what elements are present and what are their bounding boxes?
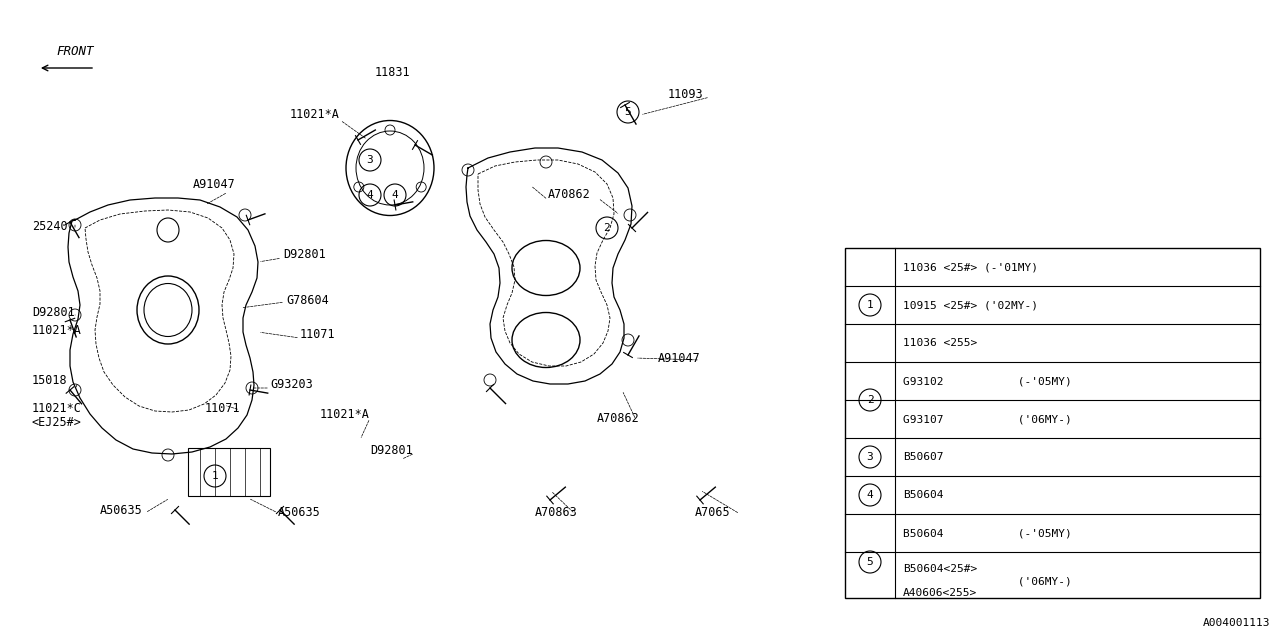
Text: 5: 5 bbox=[867, 557, 873, 567]
Text: 4: 4 bbox=[366, 190, 374, 200]
Text: 5: 5 bbox=[625, 107, 631, 117]
Text: 11021*A: 11021*A bbox=[32, 323, 82, 337]
Text: 4: 4 bbox=[867, 490, 873, 500]
Text: 11021*A: 11021*A bbox=[320, 408, 370, 422]
Text: 3: 3 bbox=[366, 155, 374, 165]
Text: B50604<25#>
                 ('06MY-)
A40606<255>: B50604<25#> ('06MY-) A40606<255> bbox=[902, 564, 1071, 598]
Text: G93203: G93203 bbox=[270, 378, 312, 392]
Text: 4: 4 bbox=[392, 190, 398, 200]
Text: 25240: 25240 bbox=[32, 221, 68, 234]
Text: 11093: 11093 bbox=[668, 88, 704, 102]
Text: A70863: A70863 bbox=[535, 506, 577, 518]
Text: A70862: A70862 bbox=[596, 412, 640, 424]
Text: 15018: 15018 bbox=[32, 374, 68, 387]
Text: A70862: A70862 bbox=[548, 189, 591, 202]
Text: 1: 1 bbox=[211, 471, 219, 481]
Text: 1: 1 bbox=[867, 300, 873, 310]
Text: A50635: A50635 bbox=[278, 506, 321, 518]
Text: B50607: B50607 bbox=[902, 452, 943, 462]
Text: A004001113: A004001113 bbox=[1202, 618, 1270, 628]
Text: 2: 2 bbox=[867, 395, 873, 405]
Text: G93107           ('06MY-): G93107 ('06MY-) bbox=[902, 414, 1071, 424]
Text: A91047: A91047 bbox=[193, 179, 236, 191]
Text: 11071: 11071 bbox=[205, 401, 241, 415]
Text: A50635: A50635 bbox=[100, 504, 143, 516]
Text: 11831: 11831 bbox=[374, 65, 410, 79]
Text: G78604: G78604 bbox=[285, 294, 329, 307]
Text: D92801: D92801 bbox=[32, 305, 74, 319]
Text: A7065: A7065 bbox=[695, 506, 731, 518]
Text: G93102           (-'05MY): G93102 (-'05MY) bbox=[902, 376, 1071, 386]
Text: <EJ25#>: <EJ25#> bbox=[32, 417, 82, 429]
Text: FRONT: FRONT bbox=[56, 45, 93, 58]
Text: 11036 <255>: 11036 <255> bbox=[902, 338, 977, 348]
Text: D92801: D92801 bbox=[370, 444, 412, 456]
Text: 11021*C: 11021*C bbox=[32, 401, 82, 415]
Text: 11036 <25#> (-'01MY): 11036 <25#> (-'01MY) bbox=[902, 262, 1038, 272]
Text: B50604           (-'05MY): B50604 (-'05MY) bbox=[902, 528, 1071, 538]
Text: 11021*A: 11021*A bbox=[291, 109, 340, 122]
Bar bbox=[845, 248, 1260, 598]
Text: A91047: A91047 bbox=[658, 351, 700, 365]
Text: 3: 3 bbox=[867, 452, 873, 462]
Text: B50604: B50604 bbox=[902, 490, 943, 500]
Text: D92801: D92801 bbox=[283, 248, 325, 262]
Text: 10915 <25#> ('02MY-): 10915 <25#> ('02MY-) bbox=[902, 300, 1038, 310]
Text: 2: 2 bbox=[604, 223, 611, 233]
Text: 11071: 11071 bbox=[300, 328, 335, 342]
